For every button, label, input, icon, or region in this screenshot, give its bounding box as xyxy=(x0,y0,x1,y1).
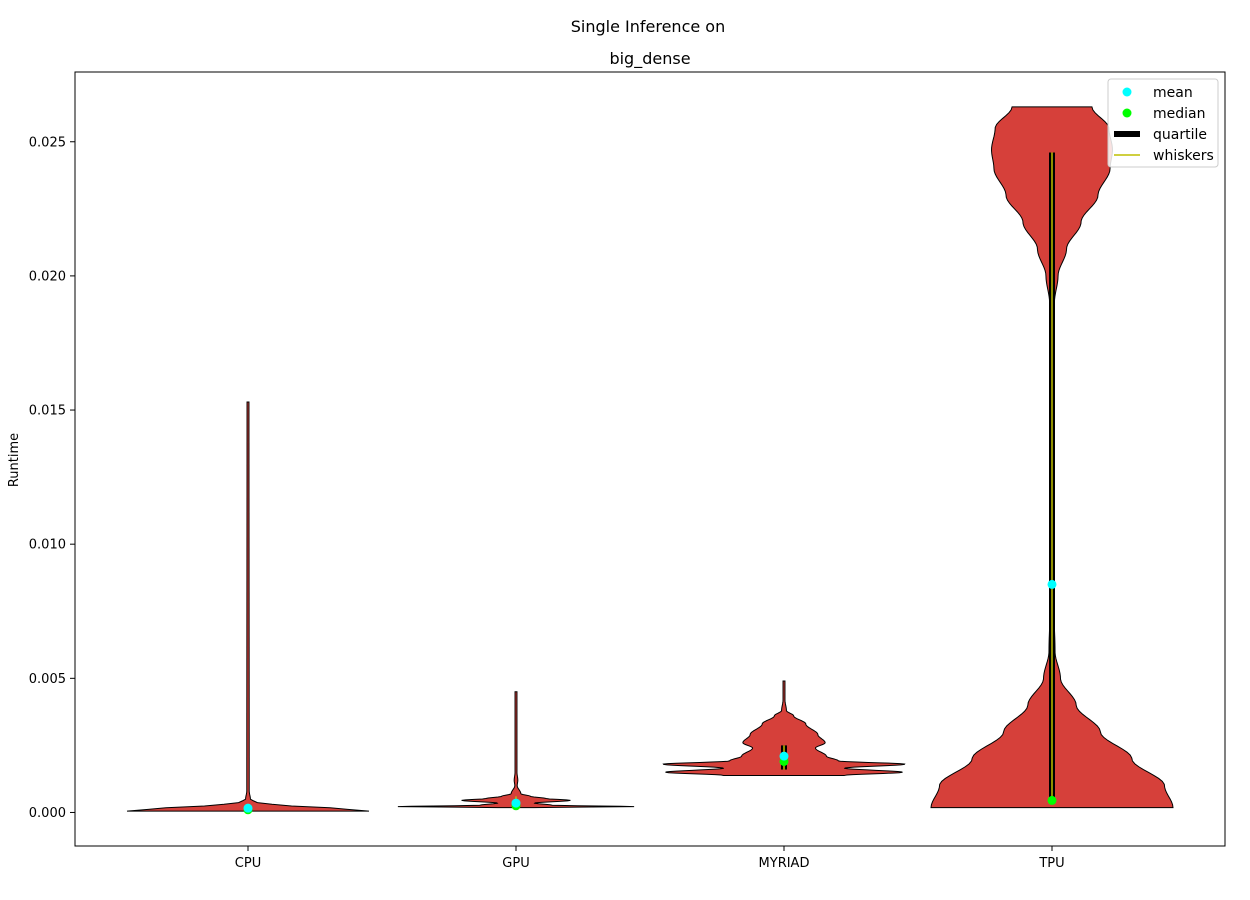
violin-cpu xyxy=(126,401,370,812)
y-tick-label: 0.000 xyxy=(29,806,66,821)
legend-label-mean: mean xyxy=(1153,85,1193,101)
chart-suptitle: Single Inference on xyxy=(571,17,725,36)
violin-gpu xyxy=(397,691,635,809)
x-tick-label: CPU xyxy=(235,856,261,871)
x-tick-label: MYRIAD xyxy=(759,856,810,871)
y-axis-label: Runtime xyxy=(7,433,22,487)
legend: mean median quartile whiskers xyxy=(1107,78,1219,168)
markers-layer xyxy=(243,152,1057,815)
y-tick-label: 0.005 xyxy=(29,672,66,687)
x-tick-label: GPU xyxy=(502,856,529,871)
legend-label-median: median xyxy=(1153,106,1205,122)
legend-marker-mean xyxy=(1122,87,1132,97)
x-tick-label: TPU xyxy=(1038,856,1064,871)
legend-label-quartile: quartile xyxy=(1153,127,1207,143)
mean-point-gpu xyxy=(511,798,521,808)
chart-title: big_dense xyxy=(609,49,690,69)
y-tick-label: 0.020 xyxy=(29,269,66,284)
mean-point-cpu xyxy=(243,803,253,813)
plot-frame xyxy=(74,71,1226,847)
y-tick-label: 0.010 xyxy=(29,538,66,553)
mean-point-tpu xyxy=(1047,579,1057,589)
legend-box xyxy=(1107,78,1219,168)
median-point-tpu xyxy=(1047,795,1057,805)
axes-layer: CPU GPU MYRIAD TPU 0.000 0.005 0.010 0.015 0.020… xyxy=(29,135,1065,871)
y-tick-label: 0.025 xyxy=(29,135,66,150)
legend-label-whiskers: whiskers xyxy=(1153,148,1214,164)
legend-marker-median xyxy=(1122,108,1132,118)
violins-layer xyxy=(126,106,1174,812)
y-tick-label: 0.015 xyxy=(29,404,66,419)
mean-point-myriad xyxy=(779,751,789,761)
violin-myriad xyxy=(662,680,906,776)
